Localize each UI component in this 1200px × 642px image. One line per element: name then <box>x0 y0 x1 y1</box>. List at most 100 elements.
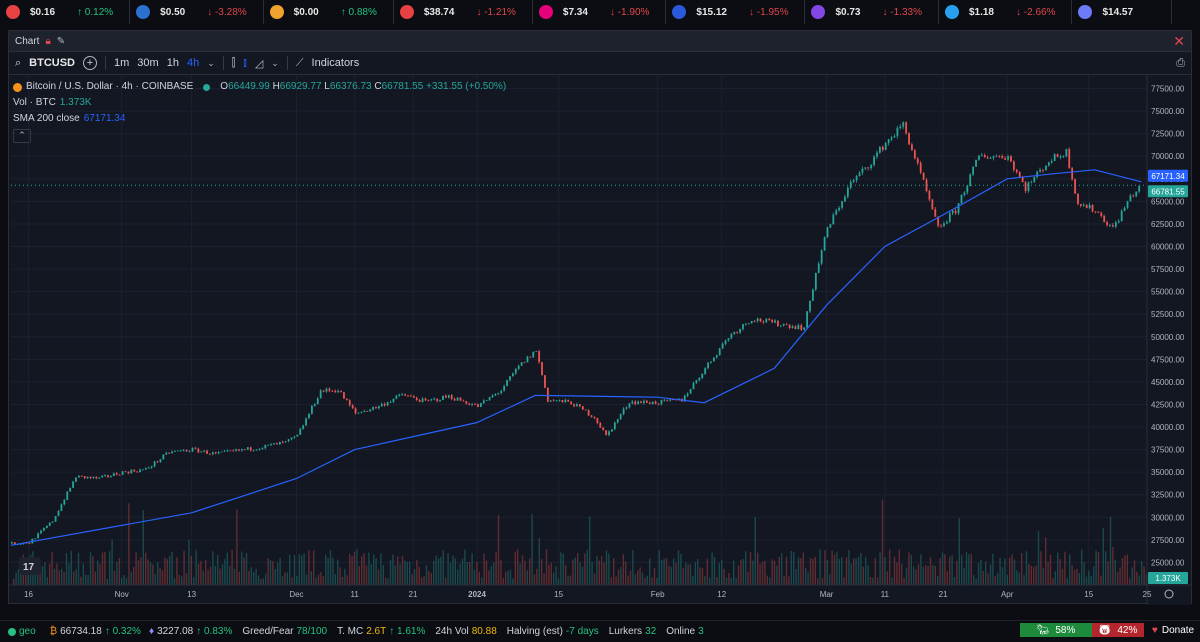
symbol-search[interactable]: BTCUSD <box>29 57 76 69</box>
candle-body <box>351 405 354 409</box>
ticker-item[interactable]: $14.57 <box>1072 0 1173 24</box>
candle-body <box>226 450 229 452</box>
volume-bar <box>308 550 310 585</box>
volume-bar <box>1040 551 1042 585</box>
ticker-item[interactable]: $38.74 ↓ -1.21% <box>394 0 533 24</box>
volume-bar <box>857 556 860 585</box>
volume-bar <box>1066 578 1068 585</box>
ticker-item[interactable]: $15.12 ↓ -1.95% <box>666 0 806 24</box>
gear-icon[interactable] <box>1164 589 1174 599</box>
ticker-item[interactable]: $0.73 ↓ -1.33% <box>805 0 939 24</box>
volume-bar <box>111 539 113 585</box>
close-icon[interactable]: ✕ <box>1173 33 1185 49</box>
candle-body <box>896 127 899 137</box>
candle-body <box>890 137 893 140</box>
bar-style-icon[interactable]: ⫿ <box>231 56 236 69</box>
volume-bar <box>459 563 461 585</box>
camera-icon[interactable]: ⎙ <box>1176 56 1185 69</box>
volume-bar <box>745 551 747 585</box>
volume-bar <box>689 564 692 585</box>
volume-bar <box>793 551 795 585</box>
donate-button[interactable]: ♥ Donate <box>1151 624 1195 636</box>
volume-bar <box>625 561 627 585</box>
volume-bar <box>987 573 989 585</box>
bitcoin-icon <box>13 82 22 92</box>
volume-bar <box>586 549 588 585</box>
chevron-down-icon[interactable]: ⌄ <box>207 57 215 68</box>
candle-body <box>774 320 776 323</box>
volume-bar <box>1107 561 1109 585</box>
edit-icon[interactable]: ✎ <box>56 35 66 47</box>
volume-bar <box>149 562 152 585</box>
divider <box>392 0 394 24</box>
volume-bar <box>61 569 63 585</box>
price-axis[interactable] <box>1147 75 1191 605</box>
volume-bar <box>694 562 696 585</box>
candle-body <box>1117 220 1120 223</box>
volume-bar <box>433 560 435 585</box>
indicators-icon[interactable]: ⟋ <box>295 56 304 69</box>
interval-1m[interactable]: 1m <box>114 57 130 69</box>
volume-bar <box>1095 550 1097 585</box>
volume-bar <box>781 553 783 585</box>
candle-body <box>159 459 162 462</box>
candle-body <box>980 155 983 156</box>
price-chart[interactable]: 77500.0075000.0072500.0070000.0067500.00… <box>9 75 1191 605</box>
volume-bar <box>1112 547 1114 585</box>
volume-bar <box>313 550 315 585</box>
candle-body <box>1091 204 1094 212</box>
candle-body <box>535 351 538 352</box>
candle-body <box>922 172 925 180</box>
volume-bar <box>289 554 291 585</box>
candle-body <box>410 395 412 397</box>
tradingview-logo-icon[interactable] <box>19 557 41 575</box>
candle-body <box>1039 169 1042 172</box>
volume-bar <box>1035 565 1037 585</box>
ticker-item[interactable]: $0.16 ↑ 0.12% <box>0 0 131 24</box>
volume-bar <box>970 553 972 585</box>
y-tick-label: 77500.00 <box>1151 85 1185 94</box>
interval-4h[interactable]: 4h <box>186 57 200 69</box>
bull-sentiment-bar[interactable]: 🐂︎ 58% <box>1020 623 1092 637</box>
lock-icon[interactable]: 🔒︎ <box>45 35 51 47</box>
candle-body <box>698 378 701 381</box>
search-icon[interactable]: ⌕ <box>15 56 22 69</box>
add-symbol-icon[interactable]: + <box>83 56 98 70</box>
candle-body <box>526 356 529 363</box>
interval-30m[interactable]: 30m <box>137 57 159 69</box>
candle-body <box>197 448 200 453</box>
interval-1h[interactable]: 1h <box>166 57 179 69</box>
candle-body <box>57 510 60 517</box>
volume-bar <box>773 560 776 585</box>
candle-body <box>893 136 896 138</box>
volume-bar <box>245 552 248 585</box>
volume-bar <box>728 572 730 585</box>
bear-sentiment-bar[interactable]: 🐻︎ 42% <box>1092 623 1144 637</box>
ticker-price: $38.74 <box>423 6 455 18</box>
collapse-legend-button[interactable]: ⌃ <box>13 129 31 143</box>
volume-bar <box>502 578 504 585</box>
volume-bar <box>581 566 584 585</box>
volume-bar <box>569 575 572 585</box>
btc-price: 66734.18 <box>60 626 102 637</box>
area-style-icon[interactable]: ◿ <box>254 57 264 70</box>
candle-body <box>69 487 72 492</box>
candle-style-icon[interactable]: ⫾ <box>243 56 247 69</box>
volume-bar <box>142 509 144 585</box>
volume-bar <box>147 559 149 585</box>
volume-bar <box>49 563 51 585</box>
volume-bar <box>848 550 850 585</box>
ticker-item[interactable]: $0.00 ↑ 0.88% <box>264 0 394 24</box>
candle-body <box>261 448 264 449</box>
volume-bar <box>809 557 812 585</box>
candle-body <box>465 401 468 404</box>
candle-body <box>788 324 791 329</box>
chevron-down-icon[interactable]: ⌄ <box>271 57 279 68</box>
ticker-item[interactable]: $7.34 ↓ -1.90% <box>533 0 667 24</box>
indicators-button[interactable]: Indicators <box>311 57 360 69</box>
candle-body <box>538 351 541 363</box>
ticker-item[interactable]: $1.18 ↓ -2.66% <box>939 0 1073 24</box>
candle-body <box>302 425 305 429</box>
ticker-item[interactable]: $0.50 ↓ -3.28% <box>130 0 264 24</box>
candle-body <box>625 407 628 409</box>
